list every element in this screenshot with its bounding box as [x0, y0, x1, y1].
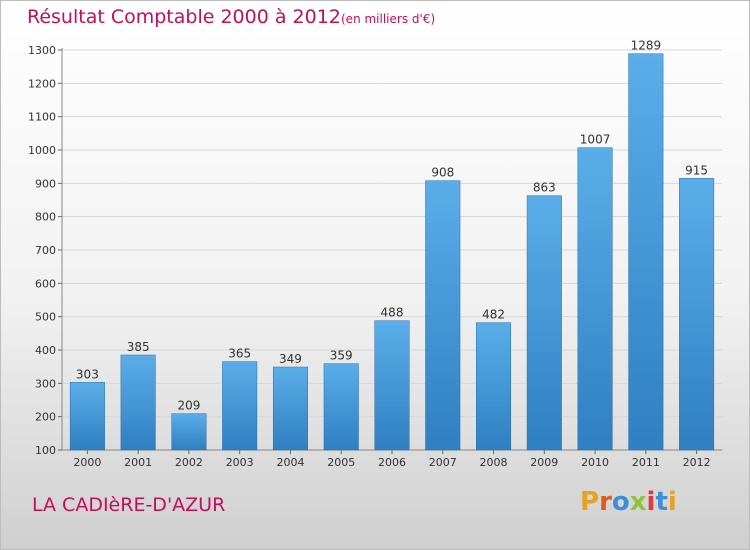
y-tick-label: 400 [35, 344, 56, 357]
logo-letter: i [646, 487, 656, 517]
logo-letter: t [655, 487, 668, 517]
data-label-2001: 385 [127, 340, 150, 354]
commune-name: LA CADIèRE-D'AZUR [32, 494, 226, 516]
x-tick-label: 2004 [276, 456, 304, 469]
y-tick-label: 300 [35, 377, 56, 390]
data-label-2009: 863 [533, 181, 556, 195]
x-tick-label: 2008 [480, 456, 508, 469]
bar-2005 [323, 363, 359, 451]
data-label-2000: 303 [76, 367, 99, 381]
logo-letter: P [580, 487, 600, 517]
x-tick-label: 2009 [530, 456, 558, 469]
bar-2000 [69, 382, 105, 451]
bar-2010 [577, 147, 613, 451]
bar-2001 [120, 354, 156, 451]
x-tick-label: 2011 [632, 456, 660, 469]
bar-2006 [374, 320, 410, 451]
data-label-2010: 1007 [580, 133, 611, 147]
data-label-2005: 359 [330, 349, 353, 363]
bar-2011 [628, 53, 664, 451]
y-tick-label: 800 [35, 211, 56, 224]
y-tick-label: 100 [35, 444, 56, 457]
logo-letter: r [599, 487, 612, 517]
x-tick-label: 2007 [429, 456, 457, 469]
x-tick-label: 2000 [73, 456, 101, 469]
y-tick-label: 900 [35, 177, 56, 190]
bar-2009 [526, 195, 562, 451]
bar-2004 [272, 366, 308, 451]
y-tick-label: 700 [35, 244, 56, 257]
bar-2003 [222, 361, 258, 451]
y-tick-label: 600 [35, 277, 56, 290]
logo-letter: x [629, 487, 647, 517]
x-tick-labels: 2000 2001 2002 2003 2004 2005 2006 2007 2008 2009… [73, 450, 711, 469]
y-tick-label: 200 [35, 411, 56, 424]
x-tick-label: 2003 [226, 456, 254, 469]
logo-letter: i [667, 487, 677, 517]
logo-letter: o [611, 487, 630, 517]
x-tick-label: 2012 [683, 456, 711, 469]
proxiti-logo[interactable]: Proxiti [580, 487, 677, 517]
data-label-2008: 482 [482, 308, 505, 322]
chart-subtitle: (en milliers d'€) [341, 12, 436, 26]
y-tick-label: 1000 [28, 144, 56, 157]
x-tick-label: 2006 [378, 456, 406, 469]
data-label-2006: 488 [381, 306, 404, 320]
bar-2002 [171, 413, 207, 451]
data-label-2012: 915 [685, 163, 708, 177]
x-tick-label: 2005 [327, 456, 355, 469]
bar-2007 [425, 180, 461, 451]
bar-2008 [476, 322, 512, 451]
bars [69, 53, 715, 451]
bar-2012 [679, 178, 715, 451]
x-tick-label: 2002 [175, 456, 203, 469]
y-tick-label: 1200 [28, 77, 56, 90]
data-label-2002: 209 [177, 399, 200, 413]
data-label-2007: 908 [431, 166, 454, 180]
data-labels: 303 385 209 365 349 359 488 908 482 863 1007 1289 91… [76, 39, 708, 413]
y-tick-label: 1300 [28, 44, 56, 57]
data-label-2003: 365 [228, 347, 251, 361]
x-tick-label: 2001 [124, 456, 152, 469]
chart-title: Résultat Comptable 2000 à 2012 [27, 6, 341, 28]
data-label-2011: 1289 [631, 39, 662, 53]
y-tick-label: 500 [35, 311, 56, 324]
y-tick-labels: 100 200 300 400 500 600 700 800 900 1000 1100 1200 1… [28, 44, 56, 457]
data-label-2004: 349 [279, 352, 302, 366]
y-tick-label: 1100 [28, 111, 56, 124]
x-tick-label: 2010 [581, 456, 609, 469]
